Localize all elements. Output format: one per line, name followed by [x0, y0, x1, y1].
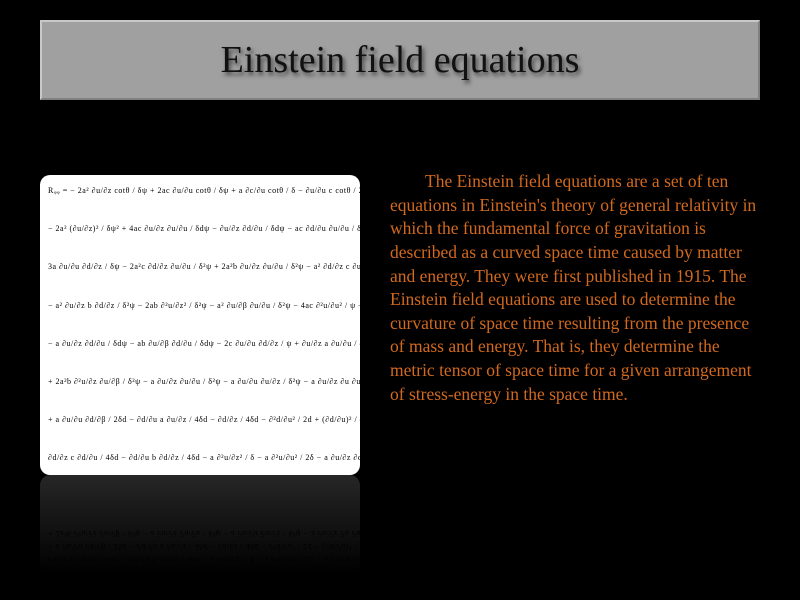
body-text-block: The Einstein field equations are a set o…	[390, 170, 760, 406]
equation-row: + a ∂u/∂u ∂d/∂β / 2δd − ∂d/∂u a ∂u/∂z / …	[48, 416, 352, 425]
equation-row: ∂d/∂z c ∂d/∂u / 4δd − ∂d/∂u b ∂d/∂z / 4δ…	[48, 454, 352, 463]
title-bar: Einstein field equations	[40, 20, 760, 100]
equation-row-reflection: + 2a²b ∂²u/∂z ∂u/∂β / δ²ψ − a ∂u/∂z ∂u/∂…	[48, 529, 352, 538]
equation-row: Rᵩᵩ = − 2a² ∂u/∂z cotθ / δψ + 2ac ∂u/∂u …	[48, 187, 352, 196]
equation-row: + 2a²b ∂²u/∂z ∂u/∂β / δ²ψ − a ∂u/∂z ∂u/∂…	[48, 378, 352, 387]
equation-row: 3a ∂u/∂u ∂d/∂z / δψ − 2a²c ∂d/∂z ∂u/∂u /…	[48, 263, 352, 272]
equation-row: − a² ∂u/∂z b ∂d/∂z / δ²ψ − 2ab ∂²u/∂z² /…	[48, 302, 352, 311]
equation-row-reflection: + a ∂u/∂u ∂d/∂β / 2δd − ∂d/∂u a ∂u/∂z / …	[48, 541, 352, 550]
equation-row-reflection: ∂d/∂z c ∂d/∂u / 4δd − ∂d/∂u b ∂d/∂z / 4δ…	[48, 554, 352, 563]
equation-image-reflection: ∂d/∂z c ∂d/∂u / 4δd − ∂d/∂u b ∂d/∂z / 4δ…	[40, 475, 360, 575]
page-title: Einstein field equations	[221, 38, 580, 82]
equation-row: − 2a² (∂u/∂z)² / δψ² + 4ac ∂u/∂z ∂u/∂u /…	[48, 225, 352, 234]
equation-row: − a ∂u/∂z ∂d/∂u / δdψ − ab ∂u/∂β ∂d/∂u /…	[48, 340, 352, 349]
equation-image-panel: Rᵩᵩ = − 2a² ∂u/∂z cotθ / δψ + 2ac ∂u/∂u …	[40, 175, 360, 475]
body-paragraph: The Einstein field equations are a set o…	[390, 170, 760, 406]
